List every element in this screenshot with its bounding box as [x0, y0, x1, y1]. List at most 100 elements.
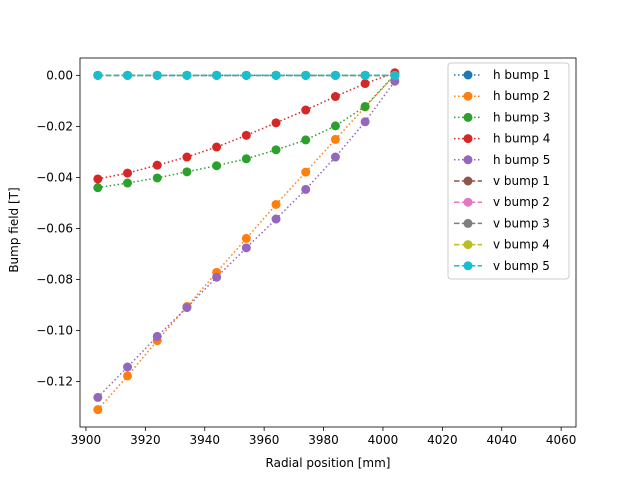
data-point-h-bump-2 — [93, 405, 103, 415]
legend-marker — [463, 197, 473, 207]
legend-item-v-bump-3: v bump 3 — [454, 216, 550, 230]
data-point-h-bump-2 — [330, 134, 340, 144]
data-point-v-bump-5 — [301, 70, 311, 80]
data-point-h-bump-3 — [123, 178, 133, 188]
data-point-v-bump-5 — [360, 70, 370, 80]
y-axis-label: Bump field [T] — [7, 187, 21, 272]
data-point-h-bump-2 — [241, 233, 251, 243]
legend-label: v bump 1 — [493, 174, 550, 188]
series-h-bump-3 — [93, 70, 400, 193]
data-point-h-bump-5 — [212, 272, 222, 282]
x-tick-label: 4000 — [368, 433, 399, 447]
data-point-h-bump-4 — [182, 152, 192, 162]
legend-marker — [463, 112, 473, 122]
data-point-h-bump-3 — [212, 161, 222, 171]
legend-marker — [463, 261, 473, 271]
data-point-h-bump-5 — [360, 117, 370, 127]
data-point-h-bump-4 — [330, 92, 340, 102]
x-tick-label: 3920 — [130, 433, 161, 447]
data-point-h-bump-5 — [271, 214, 281, 224]
y-tick-label: −0.10 — [36, 324, 73, 338]
x-tick-label: 3960 — [249, 433, 280, 447]
legend-label: h bump 4 — [493, 132, 550, 146]
legend-marker — [463, 176, 473, 186]
legend-label: h bump 1 — [493, 68, 550, 82]
legend-item-h-bump-5: h bump 5 — [454, 153, 550, 167]
series-v-bump-5 — [93, 70, 400, 80]
legend-item-v-bump-1: v bump 1 — [454, 174, 550, 188]
plot-area — [93, 68, 400, 415]
y-tick-label: −0.12 — [36, 375, 73, 389]
legend-label: v bump 4 — [493, 238, 550, 252]
data-point-h-bump-4 — [93, 174, 103, 184]
data-point-h-bump-4 — [271, 118, 281, 128]
legend-label: h bump 5 — [493, 153, 550, 167]
data-point-h-bump-4 — [123, 168, 133, 178]
y-tick-label: −0.02 — [36, 119, 73, 133]
data-point-h-bump-5 — [152, 331, 162, 341]
data-point-h-bump-2 — [271, 199, 281, 209]
data-point-h-bump-5 — [182, 303, 192, 313]
legend-label: v bump 3 — [493, 216, 550, 230]
legend-item-h-bump-4: h bump 4 — [454, 132, 550, 146]
data-point-h-bump-3 — [152, 173, 162, 183]
legend-item-v-bump-4: v bump 4 — [454, 238, 550, 252]
data-point-h-bump-4 — [301, 105, 311, 115]
data-point-h-bump-5 — [93, 392, 103, 402]
legend-label: h bump 3 — [493, 110, 550, 124]
data-point-v-bump-5 — [330, 70, 340, 80]
data-point-v-bump-5 — [93, 70, 103, 80]
data-point-h-bump-2 — [123, 371, 133, 381]
plot-frame — [79, 57, 577, 428]
data-point-v-bump-5 — [271, 70, 281, 80]
legend-marker — [463, 218, 473, 228]
y-tick-label: −0.04 — [36, 170, 73, 184]
data-point-h-bump-3 — [301, 135, 311, 145]
data-point-h-bump-3 — [360, 101, 370, 111]
data-point-h-bump-5 — [301, 184, 311, 194]
x-tick-label: 3940 — [189, 433, 220, 447]
legend-label: h bump 2 — [493, 89, 550, 103]
x-axis-label: Radial position [mm] — [266, 456, 391, 470]
legend-marker — [463, 91, 473, 101]
x-tick-label: 4060 — [546, 433, 577, 447]
legend-marker — [463, 134, 473, 144]
y-tick-label: −0.06 — [36, 221, 73, 235]
data-point-h-bump-4 — [360, 79, 370, 89]
legend-item-h-bump-1: h bump 1 — [454, 68, 550, 82]
x-tick-label: 3980 — [308, 433, 339, 447]
data-point-h-bump-5 — [241, 243, 251, 253]
data-point-h-bump-5 — [123, 362, 133, 372]
legend-item-v-bump-5: v bump 5 — [454, 259, 550, 273]
data-point-v-bump-5 — [241, 70, 251, 80]
legend-marker — [463, 70, 473, 80]
data-point-h-bump-4 — [152, 160, 162, 170]
data-point-h-bump-4 — [241, 130, 251, 140]
data-point-h-bump-2 — [301, 167, 311, 177]
data-point-h-bump-3 — [93, 183, 103, 193]
x-tick-label: 4020 — [427, 433, 458, 447]
y-tick-label: 0.00 — [46, 68, 73, 82]
legend-item-h-bump-2: h bump 2 — [454, 89, 550, 103]
legend-marker — [463, 240, 473, 250]
data-point-h-bump-3 — [182, 167, 192, 177]
y-tick-label: −0.08 — [36, 273, 73, 287]
legend-item-v-bump-2: v bump 2 — [454, 195, 550, 209]
data-point-h-bump-5 — [330, 152, 340, 162]
x-tick-label: 4040 — [486, 433, 517, 447]
data-point-v-bump-5 — [182, 70, 192, 80]
data-point-v-bump-5 — [152, 70, 162, 80]
data-point-h-bump-3 — [241, 154, 251, 164]
legend-item-h-bump-3: h bump 3 — [454, 110, 550, 124]
data-point-h-bump-4 — [212, 142, 222, 152]
data-point-v-bump-5 — [390, 70, 400, 80]
axes: 3900 3920 3940 3960 3980 4000 4020 4040 4060 0.00… — [36, 68, 576, 447]
data-point-v-bump-5 — [212, 70, 222, 80]
legend: h bump 1 h bump 2 h bump 3 h bump 4 h bump 5… — [447, 62, 570, 280]
data-point-h-bump-3 — [271, 145, 281, 155]
legend-label: v bump 5 — [493, 259, 550, 273]
legend-label: v bump 2 — [493, 195, 550, 209]
data-point-v-bump-5 — [123, 70, 133, 80]
x-tick-label: 3900 — [71, 433, 102, 447]
